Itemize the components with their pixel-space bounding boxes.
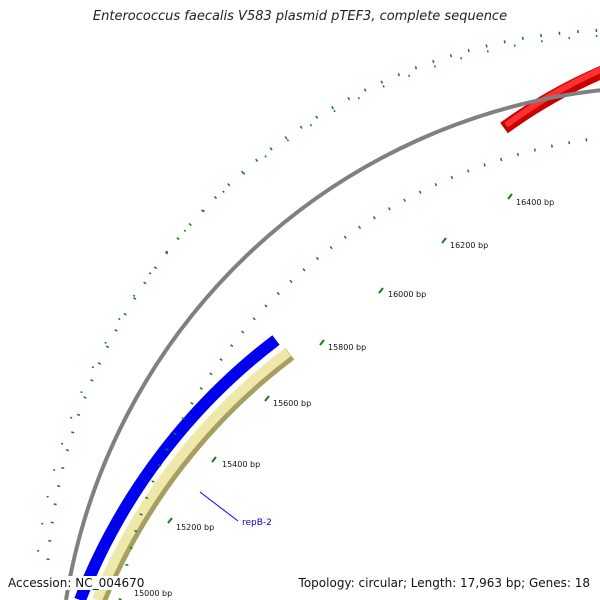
bp-tick-label: 15400 bp — [222, 460, 260, 469]
accession-label: Accession: NC_004670 — [8, 576, 147, 590]
feature-arc-repB-2[interactable] — [93, 348, 295, 600]
inner-tick-ring — [118, 136, 600, 600]
bp-tick-mark — [264, 395, 270, 402]
topology-summary: Topology: circular; Length: 17,963 bp; G… — [298, 576, 590, 590]
bp-tick-mark — [211, 456, 217, 463]
bp-tick-label: 15800 bp — [328, 343, 366, 352]
bp-tick-label: 15200 bp — [176, 523, 214, 532]
bp-tick-mark — [167, 517, 173, 524]
backbone-circle — [64, 88, 600, 600]
bp-tick-group: 15000 bp 15200 bp 15400 bp 15600 bp 15800 bp… — [123, 193, 554, 598]
bp-tick-mark — [319, 339, 325, 346]
bp-tick-label: 15600 bp — [273, 399, 311, 408]
gene-label-repB-2[interactable]: repB-2 — [242, 518, 272, 528]
bp-tick-label: 16400 bp — [516, 198, 554, 207]
outer-tick-ring — [46, 28, 600, 561]
feature-arc-blue[interactable] — [74, 335, 280, 600]
bp-tick-label: 16200 bp — [450, 241, 488, 250]
bp-tick-mark — [378, 287, 384, 294]
bp-tick-label: 16000 bp — [388, 290, 426, 299]
gene-label-leader — [199, 491, 239, 522]
bp-tick-label: 15000 bp — [134, 589, 172, 598]
bp-tick-mark — [507, 193, 513, 200]
feature-arc-red-highlight — [504, 66, 600, 128]
feature-arc-repB-2-fill — [92, 348, 292, 600]
bp-tick-mark — [441, 237, 447, 244]
map-title: Enterococcus faecalis V583 plasmid pTEF3… — [92, 9, 508, 24]
